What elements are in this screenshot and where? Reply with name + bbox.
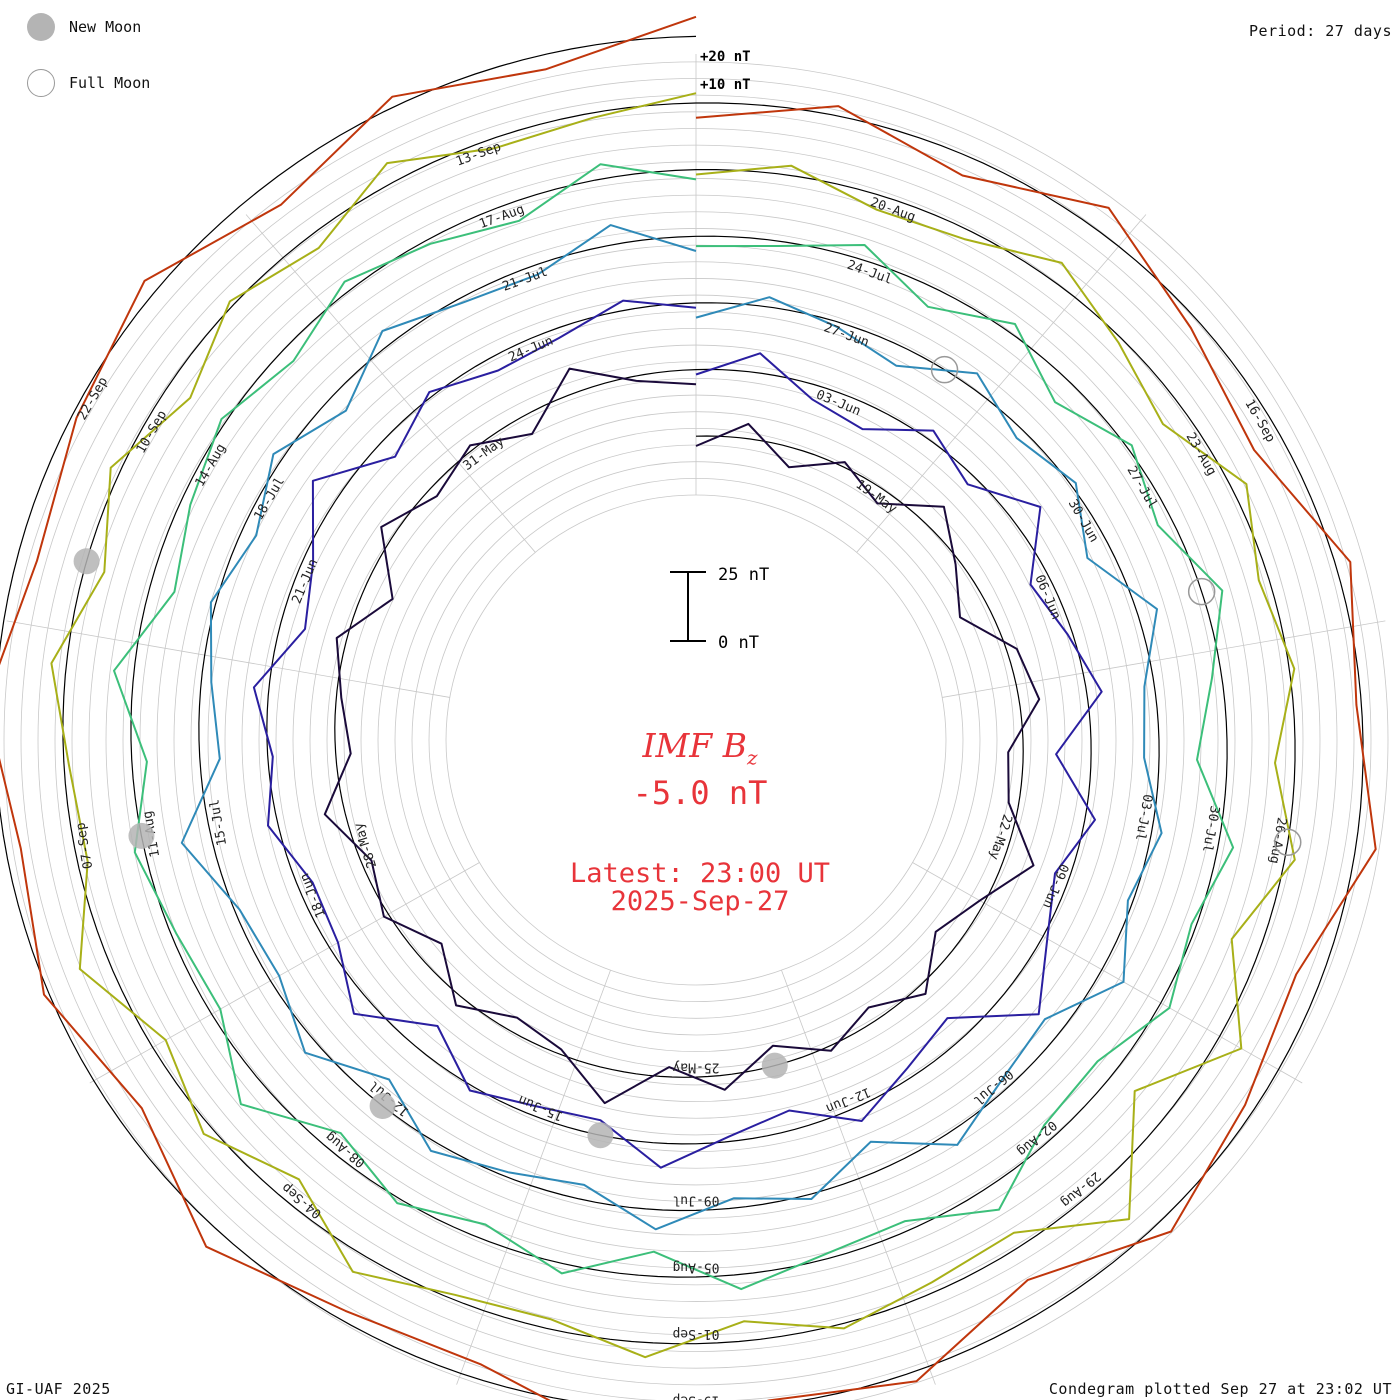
scale-bar: 25 nT 0 nT: [670, 565, 769, 653]
full-moon-icon: [27, 69, 55, 97]
grid-spoke: [781, 970, 936, 1385]
legend-full-moon: Full Moon: [27, 69, 150, 97]
series-turn-5: [50, 92, 1296, 1359]
credit-label: GI-UAF 2025: [6, 1380, 111, 1398]
full-moon-marker: [1187, 577, 1216, 606]
full-moon-marker: [930, 355, 959, 384]
title-main: IMF B: [642, 726, 747, 765]
series-turn-3: [180, 224, 1163, 1231]
date-label: 18-Jul: [251, 475, 287, 523]
bz-series: [0, 15, 1377, 1400]
grid-spoke: [89, 862, 480, 1084]
grid-spoke: [245, 214, 536, 553]
reference-labels: +20 nT +10 nT: [700, 49, 751, 93]
series-turn-2: [252, 299, 1103, 1169]
chart-title: IMF Bz: [0, 726, 1400, 770]
date-label: 01-Sep: [672, 1326, 719, 1341]
period-label: Period: 27 days: [1249, 22, 1392, 40]
plotted-timestamp: Condegram plotted Sep 27 at 23:02 UT: [1048, 1380, 1392, 1398]
series-turn-1: [323, 367, 1041, 1105]
date-label: 19-Sep: [672, 1393, 719, 1400]
latest-time: Latest: 23:00 UT: [569, 858, 831, 889]
new-moon-marker: [73, 548, 100, 575]
legend-new-moon: New Moon: [27, 13, 141, 41]
new-moon-icon: [27, 13, 55, 41]
series-turn-6: [0, 15, 1377, 1400]
date-label: 09-Jul: [673, 1193, 720, 1208]
new-moon-marker: [587, 1122, 614, 1149]
latest-date: 2025-Sep-27: [610, 886, 790, 917]
grid-spoke: [6, 620, 450, 698]
new-moon-marker: [369, 1093, 396, 1120]
legend-full-moon-label: Full Moon: [69, 74, 151, 92]
scale-bottom-label: 0 nT: [718, 633, 759, 653]
date-label: 10-Sep: [134, 408, 171, 456]
date-label: 25-May: [672, 1059, 719, 1074]
date-label: 22-Sep: [75, 375, 112, 423]
baseline-spiral: [0, 35, 1364, 1400]
scale-top-label: 25 nT: [718, 565, 769, 585]
ref-lo-label: +10 nT: [700, 77, 751, 93]
current-value: -5.0 nT: [632, 774, 768, 812]
series-turn-4: [113, 163, 1235, 1291]
polar-grid: [0, 35, 1389, 1400]
date-label: 14-Aug: [193, 441, 229, 489]
ref-hi-label: +20 nT: [700, 49, 751, 65]
new-moon-marker: [128, 822, 155, 849]
grid-spoke: [856, 214, 1147, 553]
moon-markers: [73, 355, 1302, 1149]
title-subscript: z: [746, 745, 758, 770]
grid-spoke: [912, 862, 1303, 1084]
new-moon-marker: [761, 1052, 788, 1079]
full-moon-marker: [1274, 828, 1302, 857]
legend-new-moon-label: New Moon: [69, 18, 142, 36]
date-label: 05-Aug: [673, 1259, 720, 1274]
